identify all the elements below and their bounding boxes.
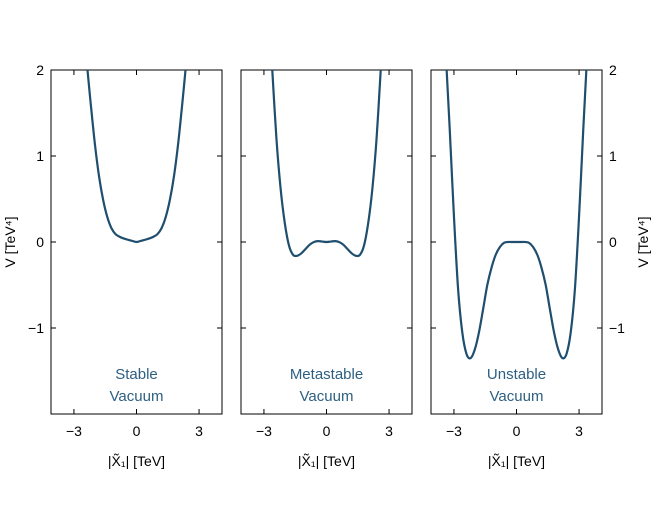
- y-tick-label: 2: [36, 62, 44, 78]
- x-axis-label: |X̃₁| [TeV]: [298, 453, 355, 469]
- panels: −3 0 3 −1 0 1 2 Stable Vacuum |X̃₁| [TeV] −3 0 3 Meta…: [28, 62, 625, 469]
- potential-curve: [271, 70, 382, 258]
- panel-label: Metastable: [290, 366, 363, 383]
- x-tick-label: 3: [385, 423, 393, 439]
- x-tick-label: 3: [195, 423, 203, 439]
- x-tick-label: −3: [256, 423, 272, 439]
- y-tick-label-right: −1: [609, 320, 625, 336]
- panel-3: −3 0 3 −1 0 1 2 Unstable Vacuum |X̃₁| [TeV]: [430, 62, 625, 469]
- x-tick-label: −3: [66, 423, 82, 439]
- y-tick-label: −1: [28, 320, 44, 336]
- y-tick-label-right: 2: [609, 62, 617, 78]
- panel-label: Vacuum: [110, 388, 164, 405]
- y-tick-label-right: 1: [609, 148, 617, 164]
- y-axis-label-left: V [TeV⁴]: [2, 216, 18, 267]
- panel-label: Vacuum: [300, 388, 354, 405]
- x-tick-label: −3: [446, 423, 462, 439]
- x-axis-label: |X̃₁| [TeV]: [488, 453, 545, 469]
- x-tick-label: 0: [513, 423, 521, 439]
- panel-label: Unstable: [487, 366, 546, 383]
- x-axis-label: |X̃₁| [TeV]: [108, 453, 165, 469]
- y-tick-label: 0: [36, 234, 44, 250]
- panel-2: −3 0 3 Metastable Vacuum |X̃₁| [TeV]: [240, 69, 413, 469]
- potential-curve: [86, 70, 187, 244]
- x-tick-label: 0: [133, 423, 141, 439]
- panel-label: Vacuum: [490, 388, 544, 405]
- y-axis-label-right: V [TeV⁴]: [635, 216, 651, 267]
- x-tick-label: 3: [575, 423, 583, 439]
- potential-curve: [445, 70, 588, 360]
- x-tick-label: 0: [323, 423, 331, 439]
- y-tick-label-right: 0: [609, 234, 617, 250]
- panel-1: −3 0 3 −1 0 1 2 Stable Vacuum |X̃₁| [TeV]: [28, 62, 223, 469]
- y-tick-label: 1: [36, 148, 44, 164]
- panel-label: Stable: [115, 366, 158, 383]
